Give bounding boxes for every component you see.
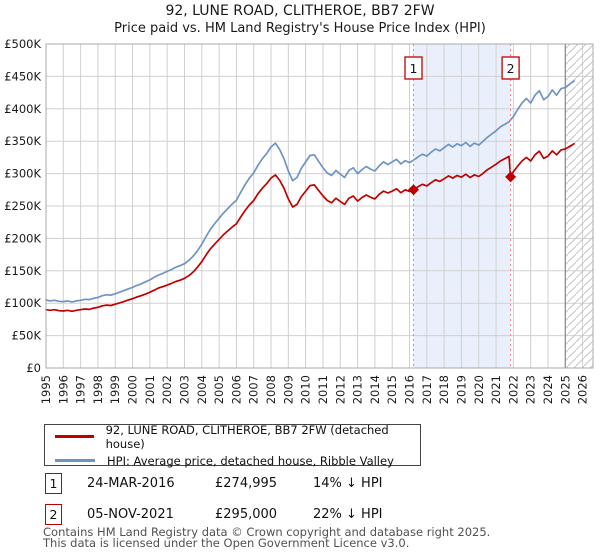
x-tick-label: 2008 <box>264 375 278 404</box>
sale-1-price: £274,995 <box>215 476 278 491</box>
sale-2-price: £295,000 <box>215 507 278 522</box>
sale-annotation-1: 1 24-MAR-2016 £274,995 14% ↓ HPI <box>0 473 600 495</box>
x-tick-label: 2002 <box>160 375 174 404</box>
x-tick-label: 1998 <box>91 375 105 404</box>
y-tick-label: £450K <box>4 69 41 83</box>
x-tick-label: 2007 <box>247 375 261 404</box>
sale-flag-2 <box>501 56 520 80</box>
x-tick-label: 2016 <box>403 375 417 404</box>
sale-flag-label-1: 1 <box>410 61 418 76</box>
x-tick-label: 2006 <box>229 375 243 404</box>
y-tick-label: £250K <box>4 199 41 213</box>
x-tick-label: 1996 <box>56 375 70 404</box>
x-tick-label: 2017 <box>420 375 434 404</box>
x-tick-label: 1999 <box>108 375 122 404</box>
x-tick-label: 1997 <box>74 375 88 404</box>
chart-subtitle: Price paid vs. HM Land Registry's House … <box>114 21 486 36</box>
x-tick-label: 2018 <box>437 375 451 404</box>
x-tick-label: 2013 <box>351 375 365 404</box>
x-tick-label: 2009 <box>281 375 295 404</box>
x-tick-label: 2004 <box>195 375 209 404</box>
legend-item-property: 92, LUNE ROAD, CLITHEROE, BB7 2FW (detac… <box>55 423 420 451</box>
chart-legend: 92, LUNE ROAD, CLITHEROE, BB7 2FW (detac… <box>44 423 421 468</box>
y-tick-label: £0 <box>26 361 41 375</box>
page-title: 92, LUNE ROAD, CLITHEROE, BB7 2FW <box>165 3 435 19</box>
legend-item-hpi: HPI: Average price, detached house, Ribb… <box>55 454 420 468</box>
x-tick-label: 1995 <box>39 375 53 404</box>
x-tick-label: 2001 <box>143 375 157 404</box>
y-tick-label: £150K <box>4 264 41 278</box>
x-tick-label: 2012 <box>333 375 347 404</box>
legend-line-property-icon <box>55 435 94 438</box>
sale-1-hpi-diff: 14% ↓ HPI <box>313 476 383 491</box>
x-tick-label: 2005 <box>212 375 226 404</box>
sale-2-number-badge: 2 <box>45 504 62 525</box>
sale-diamond-2 <box>505 171 517 183</box>
plot-border <box>45 43 594 369</box>
x-tick-label: 2000 <box>126 375 140 404</box>
footer-copyright: Contains HM Land Registry data © Crown c… <box>43 525 491 539</box>
price-chart: 1 2 £0 £50K £100K £150K £200K £250K £300K £350K £4… <box>4 38 594 404</box>
y-tick-label: £400K <box>4 102 41 116</box>
y-tick-label: £50K <box>12 329 42 343</box>
x-tick-label: 2015 <box>385 375 399 404</box>
legend-label-property: 92, LUNE ROAD, CLITHEROE, BB7 2FW (detac… <box>105 422 389 451</box>
x-tick-label: 2019 <box>454 375 468 404</box>
sale-1-date: 24-MAR-2016 <box>87 476 175 491</box>
y-tick-label: £350K <box>4 134 41 148</box>
licence-footer: Contains HM Land Registry data © Crown c… <box>43 525 491 550</box>
x-tick-label: 2022 <box>506 375 520 404</box>
y-tick-label: £200K <box>4 231 41 245</box>
x-tick-label: 2023 <box>524 375 538 404</box>
sale-flag-label-2: 2 <box>507 61 515 76</box>
x-tick-label: 2011 <box>316 375 330 404</box>
footer-licence: This data is licensed under the Open Gov… <box>43 536 410 550</box>
sale-diamond-1 <box>407 184 419 196</box>
x-tick-label: 2014 <box>368 375 382 404</box>
x-tick-label: 2024 <box>541 375 555 404</box>
y-tick-label: £500K <box>4 38 41 51</box>
future-hatch-region <box>565 44 593 368</box>
x-tick-label: 2026 <box>576 375 590 404</box>
x-tick-label: 2020 <box>472 375 486 404</box>
y-tick-label: £300K <box>4 167 41 181</box>
x-tick-label: 2025 <box>558 375 572 404</box>
x-tick-label: 2021 <box>489 375 503 404</box>
sale-annotation-2: 2 05-NOV-2021 £295,000 22% ↓ HPI <box>0 504 600 526</box>
property-price-line <box>45 142 575 313</box>
x-tick-label: 2010 <box>299 375 313 404</box>
sale-2-date: 05-NOV-2021 <box>87 507 174 522</box>
y-tick-label: £100K <box>4 296 41 310</box>
legend-line-hpi-icon <box>55 459 95 462</box>
legend-label-hpi: HPI: Average price, detached house, Ribb… <box>107 453 394 468</box>
x-tick-label: 2003 <box>177 375 191 404</box>
sale-1-number-badge: 1 <box>45 473 62 494</box>
sale-2-hpi-diff: 22% ↓ HPI <box>313 507 383 522</box>
hpi-line <box>45 80 575 303</box>
sale-flag-1 <box>404 56 423 80</box>
